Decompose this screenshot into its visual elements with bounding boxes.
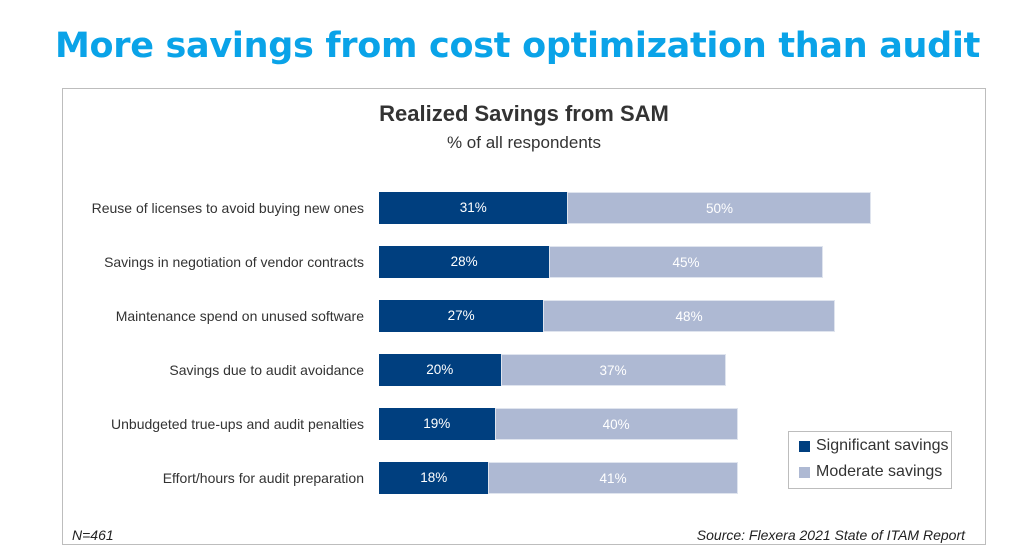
data-label: 37% xyxy=(599,363,627,378)
chart-subtitle: % of all respondents xyxy=(446,133,602,152)
bar-significant: 19% xyxy=(379,408,495,440)
bar-moderate: 50% xyxy=(567,192,872,224)
data-label: 20% xyxy=(426,362,454,377)
bar-significant: 20% xyxy=(379,354,501,386)
bar-moderate: 40% xyxy=(494,408,738,440)
data-label: 48% xyxy=(675,309,703,324)
legend-swatch xyxy=(799,440,810,452)
bar-significant: 31% xyxy=(379,192,568,224)
legend-label: Moderate savings xyxy=(816,463,943,480)
data-label: 28% xyxy=(450,254,478,269)
bar-significant: 18% xyxy=(379,462,489,494)
source-note: Source: Flexera 2021 State of ITAM Repor… xyxy=(696,527,965,543)
chart-frame xyxy=(62,88,986,545)
category-label: Maintenance spend on unused software xyxy=(115,308,364,324)
data-label: 18% xyxy=(420,470,448,485)
data-label: 41% xyxy=(599,471,627,486)
category-label: Savings due to audit avoidance xyxy=(169,362,364,378)
data-label: 27% xyxy=(447,308,475,323)
data-label: 45% xyxy=(672,255,700,270)
chart-title: Realized Savings from SAM xyxy=(379,101,669,126)
bar-significant: 27% xyxy=(379,300,544,332)
category-label: Effort/hours for audit preparation xyxy=(162,470,364,486)
legend-item-moderate: Moderate savings xyxy=(799,463,942,481)
sample-size: N=461 xyxy=(72,527,114,543)
data-label: 40% xyxy=(602,417,630,432)
legend-label: Significant savings xyxy=(816,437,949,454)
category-label: Unbudgeted true-ups and audit penalties xyxy=(111,416,364,432)
headline: More savings from cost optimization than… xyxy=(54,26,981,66)
data-label: 31% xyxy=(459,200,487,215)
category-label: Savings in negotiation of vendor contrac… xyxy=(104,254,364,270)
bar-moderate: 48% xyxy=(543,300,835,332)
legend-item-significant: Significant savings xyxy=(799,437,949,455)
category-label: Reuse of licenses to avoid buying new on… xyxy=(91,200,364,216)
bar-moderate: 45% xyxy=(549,246,823,278)
legend: Significant savings Moderate savings xyxy=(788,431,952,489)
bar-moderate: 41% xyxy=(488,462,738,494)
bar-significant: 28% xyxy=(379,246,550,278)
data-label: 19% xyxy=(423,416,451,431)
bar-moderate: 37% xyxy=(500,354,726,386)
data-label: 50% xyxy=(705,201,733,216)
legend-swatch xyxy=(799,466,810,478)
